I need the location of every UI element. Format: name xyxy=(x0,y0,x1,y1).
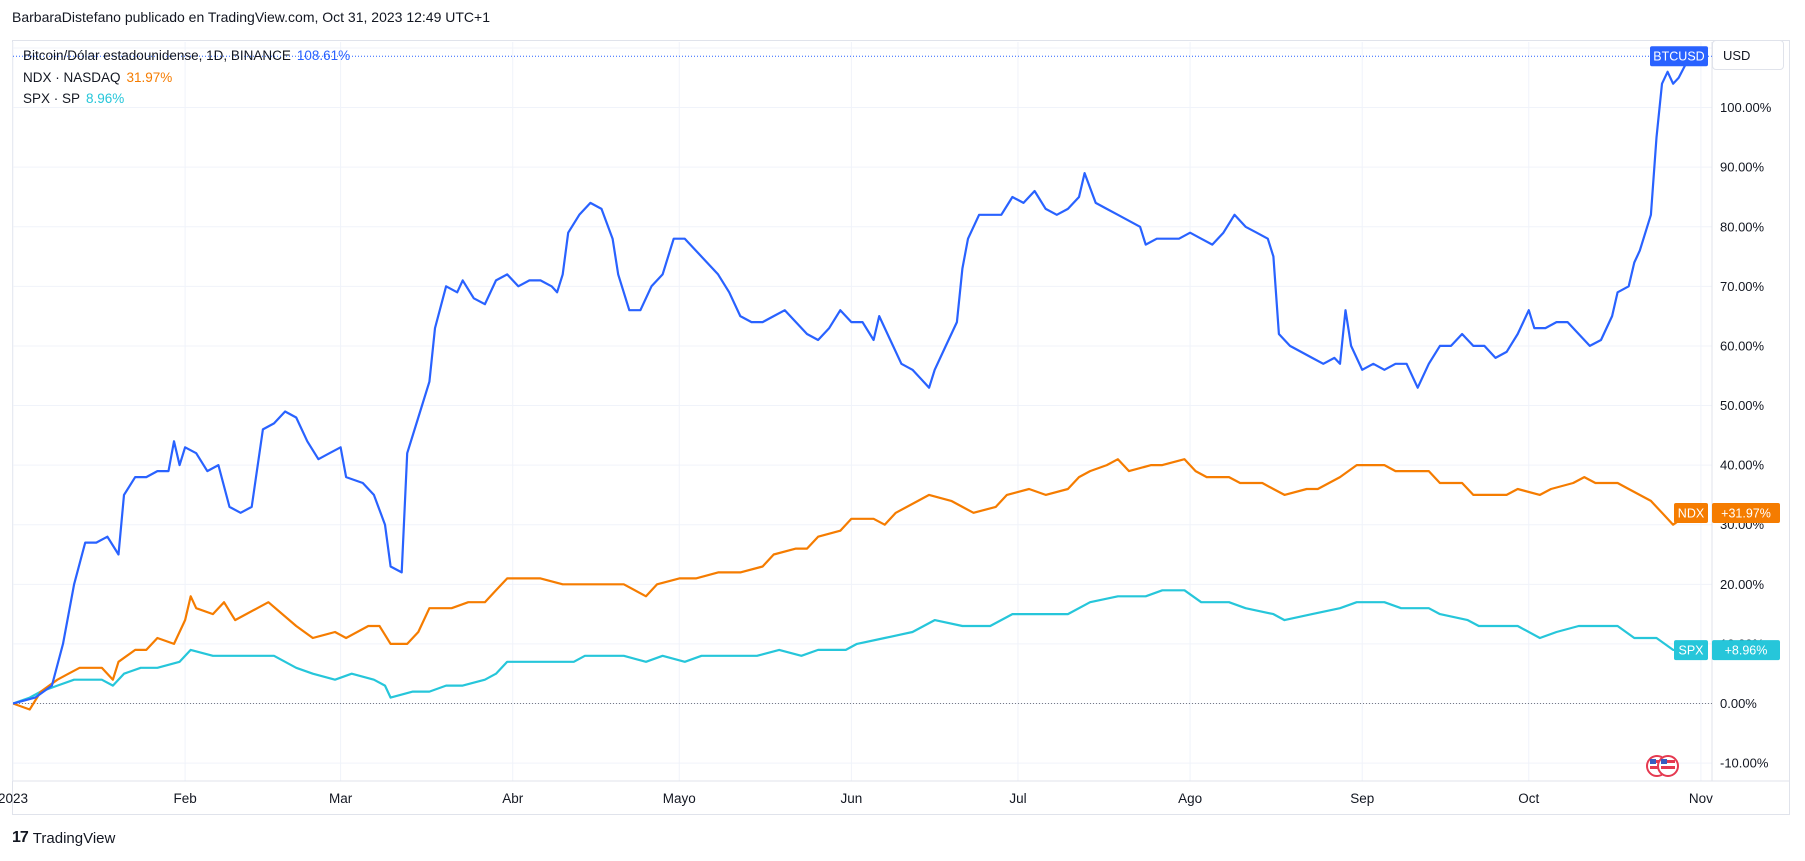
legend-item-spx[interactable]: SPX · SP 8.96% xyxy=(23,88,350,110)
currency-button[interactable]: USD xyxy=(1712,40,1784,70)
x-tick-label: Mar xyxy=(329,791,353,806)
y-tick-label: 0.00% xyxy=(1720,696,1757,711)
series-tag-value: +8.96% xyxy=(1725,644,1768,658)
y-tick-label: -10.00% xyxy=(1720,756,1769,771)
x-tick-label: Nov xyxy=(1689,791,1713,806)
chart-legend: Bitcoin/Dólar estadounidense, 1D, BINANC… xyxy=(23,45,350,110)
series-line-btcusd xyxy=(13,55,1691,705)
series-tag-name: BTCUSD xyxy=(1653,50,1704,64)
x-tick-label: Sep xyxy=(1350,791,1374,806)
x-tick-label: Jul xyxy=(1009,791,1026,806)
legend-label: SPX · SP xyxy=(23,91,81,106)
flag-stripe xyxy=(1661,760,1675,763)
y-tick-label: 70.00% xyxy=(1720,279,1765,294)
series-tag-name-bg xyxy=(1674,502,1708,523)
publisher-line: BarbaraDistefano publicado en TradingVie… xyxy=(12,9,490,25)
x-tick-label: Feb xyxy=(173,791,196,806)
y-tick-label: 100.00% xyxy=(1720,100,1772,115)
legend-label: NDX · NASDAQ xyxy=(23,69,121,85)
series-tag-name: NDX xyxy=(1678,506,1705,520)
legend-value: 31.97% xyxy=(126,69,173,85)
x-tick-label: Abr xyxy=(502,791,524,806)
y-tick-label: 60.00% xyxy=(1720,338,1765,353)
tradingview-logo-icon: 17 xyxy=(12,829,29,846)
series-tag-value-bg xyxy=(1712,640,1780,661)
flag-canton xyxy=(1650,759,1656,764)
y-tick-label: 40.00% xyxy=(1720,458,1765,473)
flag-stripe xyxy=(1650,766,1664,769)
legend-item-btc[interactable]: Bitcoin/Dólar estadounidense, 1D, BINANC… xyxy=(23,45,350,67)
series-line-ndx xyxy=(13,458,1691,711)
series-tag-name-bg xyxy=(1650,46,1708,67)
x-tick-label: 2023 xyxy=(0,791,28,806)
y-tick-label: 90.00% xyxy=(1720,160,1765,175)
x-tick-label: Jun xyxy=(841,791,863,806)
x-tick-label: Ago xyxy=(1178,791,1202,806)
series-line-spx xyxy=(13,589,1690,705)
series-tag-value-bg xyxy=(1712,502,1780,523)
y-tick-label: 20.00% xyxy=(1720,577,1765,592)
tradingview-brand[interactable]: 17 TradingView xyxy=(12,829,115,847)
brand-name: TradingView xyxy=(32,829,116,847)
y-tick-label: 80.00% xyxy=(1720,219,1765,234)
y-tick-label: 50.00% xyxy=(1720,398,1765,413)
flag-stripe xyxy=(1650,760,1664,763)
flag-stripe xyxy=(1661,766,1675,769)
legend-value: 8.96% xyxy=(86,91,125,106)
flag-canton xyxy=(1661,759,1667,764)
x-tick-label: Oct xyxy=(1518,791,1539,806)
series-tag-value: +31.97% xyxy=(1721,506,1771,520)
series-tag-name: SPX xyxy=(1678,644,1704,658)
legend-item-ndx[interactable]: NDX · NASDAQ 31.97% xyxy=(23,67,350,89)
legend-value: 108.61% xyxy=(296,48,351,63)
x-tick-label: Mayo xyxy=(663,791,696,806)
legend-label: Bitcoin/Dólar estadounidense, 1D, BINANC… xyxy=(23,48,291,63)
series-tag-name-bg xyxy=(1674,640,1708,661)
